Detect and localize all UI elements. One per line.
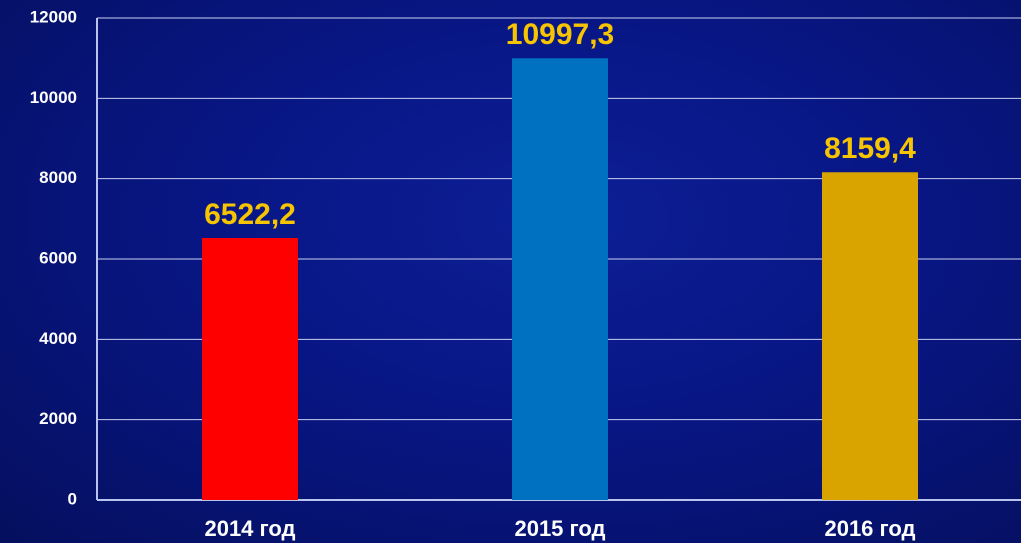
- y-tick-label: 0: [68, 489, 77, 508]
- x-tick-label: 2014 год: [204, 516, 295, 541]
- value-label: 8159,4: [824, 132, 916, 165]
- y-tick-label: 10000: [30, 88, 77, 107]
- value-label: 6522,2: [204, 198, 296, 231]
- y-tick-label: 6000: [39, 248, 77, 267]
- y-tick-label: 12000: [30, 7, 77, 26]
- bar: [202, 238, 298, 500]
- x-tick-label: 2016 год: [824, 516, 915, 541]
- bar: [512, 58, 608, 500]
- x-tick-label: 2015 год: [514, 516, 605, 541]
- y-tick-label: 4000: [39, 329, 77, 348]
- y-tick-label: 2000: [39, 409, 77, 428]
- y-tick-label: 8000: [39, 168, 77, 187]
- bar: [822, 172, 918, 500]
- value-label: 10997,3: [506, 18, 614, 51]
